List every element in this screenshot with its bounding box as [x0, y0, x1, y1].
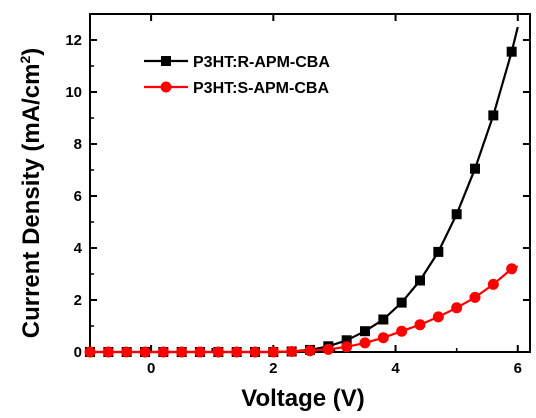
series-layer — [84, 26, 519, 358]
data-point — [432, 311, 444, 323]
y-axis-title-close: ) — [18, 48, 45, 56]
x-tick-label: 0 — [147, 360, 155, 377]
x-tick-label: 2 — [269, 360, 277, 377]
legend-label: P3HT:S-APM-CBA — [193, 80, 329, 97]
data-point — [102, 346, 114, 358]
series-2 — [84, 263, 519, 358]
data-point — [469, 291, 481, 303]
y-axis-title-superscript: 2 — [17, 56, 33, 64]
data-point — [341, 335, 352, 346]
y-tick-label: 12 — [65, 32, 82, 49]
y-tick-label: 10 — [65, 84, 82, 101]
data-point — [414, 319, 426, 331]
legend-label: P3HT:R-APM-CBA — [193, 54, 330, 71]
legend-marker — [161, 56, 171, 66]
data-point — [359, 337, 371, 349]
data-point — [194, 346, 206, 358]
legend: P3HT:R-APM-CBA P3HT:S-APM-CBA — [144, 54, 330, 97]
x-tick-label: 6 — [514, 360, 522, 377]
y-axis-title: Current Density (mA/cm2) — [17, 48, 45, 339]
y-tick-label: 6 — [74, 188, 82, 205]
x-tick-label: 4 — [391, 360, 400, 377]
data-point — [378, 314, 389, 325]
data-point — [451, 209, 462, 220]
data-point — [212, 346, 224, 358]
data-point — [506, 46, 517, 57]
data-point — [488, 110, 499, 121]
y-tick-label: 0 — [74, 344, 82, 361]
data-point — [231, 346, 243, 358]
legend-item-1: P3HT:R-APM-CBA — [144, 54, 330, 71]
data-point — [304, 345, 316, 357]
data-point — [506, 263, 518, 275]
data-point — [249, 346, 261, 358]
data-point — [121, 346, 133, 358]
data-point — [360, 326, 370, 337]
data-point — [433, 246, 444, 257]
data-point — [377, 332, 389, 344]
y-tick-label: 8 — [74, 136, 82, 153]
data-point — [415, 275, 425, 286]
data-point — [396, 325, 408, 337]
legend-marker — [160, 81, 172, 93]
y-tick-label: 2 — [74, 292, 82, 309]
y-tick-label: 4 — [74, 240, 83, 257]
legend-item-2: P3HT:S-APM-CBA — [144, 80, 329, 97]
data-point — [286, 345, 298, 357]
x-axis-title: Voltage (V) — [241, 385, 365, 412]
y-axis-title-main: Current Density (mA/cm — [18, 64, 45, 339]
data-point — [139, 346, 151, 358]
data-point — [451, 302, 463, 314]
data-point — [176, 346, 188, 358]
data-point — [84, 346, 96, 358]
data-point — [267, 346, 279, 358]
data-point — [396, 297, 407, 308]
data-point — [157, 346, 169, 358]
data-point — [470, 163, 480, 174]
data-point — [487, 278, 499, 290]
data-point — [341, 341, 353, 353]
data-point — [322, 343, 334, 355]
